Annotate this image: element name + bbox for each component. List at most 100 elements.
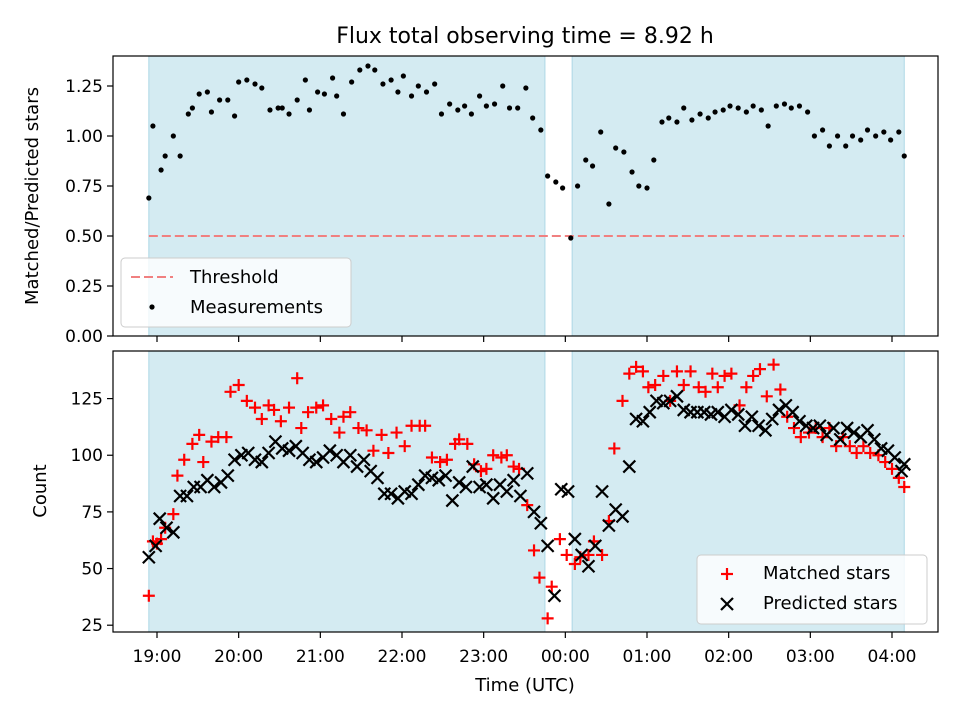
matched-star-point (487, 449, 500, 462)
measurement-point (189, 105, 195, 111)
matched-star-point (240, 394, 253, 407)
bottom-legend: Matched stars Predicted stars (696, 554, 928, 625)
bottom-x-ticks: 19:00 20:00 21:00 22:00 23:00 00:00 01:00 02:00… (133, 632, 917, 667)
measurement-point (881, 129, 887, 135)
measurement-point (712, 109, 718, 115)
measurement-point (705, 115, 711, 121)
measurement-point (208, 109, 215, 115)
measurement-point (177, 153, 183, 159)
predicted-star-point (479, 477, 494, 492)
matched-star-point (453, 433, 466, 446)
matched-star-point (390, 426, 403, 439)
measurement-point (236, 79, 242, 85)
matched-star-point (295, 422, 308, 435)
matched-star-point (699, 385, 712, 398)
predicted-star-point (527, 505, 541, 519)
measurement-point (666, 115, 672, 121)
x-tick-label: 04:00 (868, 647, 917, 667)
matched-star-point (568, 558, 581, 571)
measurement-point (788, 105, 794, 111)
predicted-star-point (663, 394, 677, 408)
predicted-star-point (357, 452, 371, 467)
predicted-star-point (540, 539, 555, 553)
measurement-point (864, 127, 871, 133)
matched-star-point (642, 381, 655, 394)
predicted-star-point (459, 480, 473, 494)
top-y-tick-label: 0.75 (65, 177, 103, 197)
matched-star-point (608, 442, 621, 455)
predicted-star-point (622, 459, 637, 474)
measurement-point (888, 137, 894, 143)
measurement-point (523, 85, 529, 91)
predicted-star-point (500, 484, 514, 499)
predicted-star-point (813, 419, 827, 433)
measurement-point (150, 123, 156, 129)
matched-star-point (480, 462, 493, 475)
matched-star-point (718, 369, 731, 382)
measurement-point (589, 163, 596, 169)
bottom-y-tick-label: 50 (81, 560, 103, 580)
measurement-point (380, 81, 386, 87)
matched-star-point (382, 446, 395, 459)
measurement-point (185, 111, 191, 117)
top-axes-frame (112, 55, 939, 337)
matched-star-point (636, 365, 649, 378)
measurement-point (781, 101, 788, 107)
measurement-point (574, 183, 581, 189)
measurement-point (388, 77, 394, 83)
predicted-star-point (738, 419, 752, 433)
measurement-point (423, 89, 430, 95)
measurement-point (462, 103, 468, 109)
measurement-point (583, 157, 589, 163)
measurement-point (286, 111, 292, 117)
measurement-point (773, 103, 779, 109)
measurement-point (334, 93, 340, 99)
measurement-point (560, 185, 566, 191)
measurement-point (506, 105, 513, 111)
predicted-star-point (513, 489, 528, 503)
matched-star-point (657, 369, 670, 382)
predicted-star-point (166, 525, 181, 540)
measurement-point (545, 173, 551, 179)
matched-star-point (167, 508, 180, 521)
x-tick-label: 22:00 (378, 647, 427, 667)
x-tick-label: 21:00 (296, 647, 345, 667)
matched-star-point (310, 401, 323, 414)
matched-star-point (302, 406, 315, 419)
matched-star-point (649, 378, 662, 391)
matched-stars-points (142, 358, 911, 625)
predicted-star-point (431, 473, 446, 487)
measurement-point (438, 111, 445, 117)
matched-star-point (352, 422, 365, 435)
top-y-tick-label: 0.50 (65, 227, 103, 247)
measurement-point (826, 143, 832, 149)
matched-star-point (232, 378, 245, 391)
matched-star-point (760, 390, 773, 403)
matched-star-point (171, 469, 184, 482)
measurement-point (538, 127, 544, 133)
predicted-star-point (404, 486, 419, 501)
matched-star-point (630, 360, 643, 373)
matched-star-point (367, 444, 380, 457)
measurement-point (674, 119, 680, 125)
matched-star-point (788, 422, 800, 435)
top-x-ticks (156, 336, 893, 342)
matched-star-point (344, 406, 357, 419)
measurement-point (162, 153, 168, 159)
matched-star-point (193, 428, 206, 441)
measurement-point (259, 85, 265, 91)
x-axis-label: Time (UTC) (474, 675, 575, 696)
measurement-point (408, 93, 415, 99)
matched-star-point (268, 403, 281, 416)
matched-star-point (740, 381, 753, 394)
measurement-point (598, 129, 604, 135)
measurement-point (196, 91, 202, 97)
matched-star-point (360, 424, 373, 437)
matched-star-point (533, 571, 546, 584)
predicted-star-point (602, 518, 616, 533)
measurement-point (432, 81, 438, 87)
measurement-point (275, 105, 281, 111)
measurement-point (365, 63, 371, 69)
matched-star-point (816, 431, 829, 444)
